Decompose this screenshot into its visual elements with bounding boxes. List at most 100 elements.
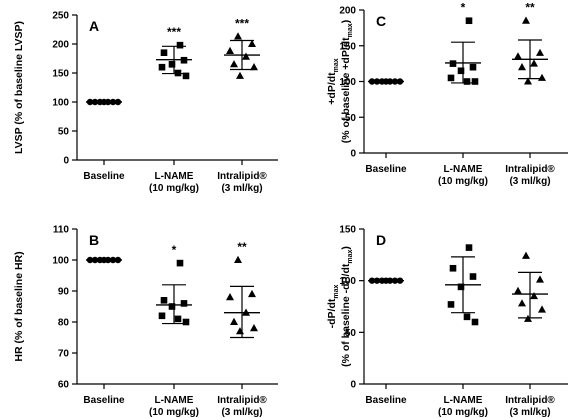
data-point-circle [391,78,399,85]
x-tick-label: (3 ml/kg) [509,176,550,187]
x-tick-label: Baseline [365,164,407,175]
data-point-square [180,300,188,307]
data-point-square [469,273,477,280]
x-tick-label: L-NAME [155,171,194,182]
data-point-square [449,60,457,67]
panel-letter: C [376,13,386,29]
y-axis-title-line: (% of baseline +dP/dtmax) [340,20,354,143]
data-point-circle [86,256,94,264]
panel-d: 0 50 100 150 Baseline L-NAME(10 mg/kg) Intrali… [326,225,568,418]
x-tick-label: Intralipid® [217,395,267,406]
x-tick-label: Baseline [83,171,125,182]
data-point-square [471,318,479,326]
data-point-triangle [234,255,242,263]
data-point-circle [114,98,122,106]
data-point-circle [373,277,381,284]
data-point-circle [386,277,394,284]
data-point-triangle [530,59,538,67]
y-tick-label: 50 [58,127,70,138]
data-point-triangle [536,275,544,283]
panel-letter: D [376,232,386,248]
data-point-square [176,41,184,49]
x-tick-label: (3 ml/kg) [221,407,262,418]
y-tick-label: 150 [52,69,69,80]
y-tick-label: 100 [339,276,356,287]
y-tick-label: 150 [339,225,356,236]
data-point-square [469,63,477,71]
panel-c: 0 50 100 150 200 Baseline L-NAME(10 mg/kg) Intr… [326,1,568,187]
y-axis-title-line: (% of baseline -dP/dtmax) [340,246,354,367]
data-point-triangle [538,73,546,81]
x-tick-label: Intralipid® [505,395,555,406]
x-tick-label: Intralipid® [217,171,267,182]
y-tick-label: 70 [58,349,70,360]
data-point-circle [109,98,117,106]
data-point-circle [91,98,99,106]
y-tick-label: 0 [350,380,356,391]
data-point-triangle [518,299,526,307]
data-point-triangle [250,63,258,71]
data-point-square [465,244,473,251]
y-axis-title: LVSP (% of baseline LVSP) [13,21,25,154]
data-point-square [168,61,176,68]
data-point-circle [109,256,117,264]
data-point-triangle [236,71,244,79]
x-tick-label: (10 mg/kg) [438,176,488,187]
x-tick-label: L-NAME [155,395,194,406]
data-point-square [176,259,184,267]
data-point-triangle [248,289,256,298]
data-point-square [158,312,166,320]
data-point-triangle [236,327,244,335]
x-tick-label: (10 mg/kg) [149,407,199,418]
y-axis-title: HR (% of baseline HR) [13,251,25,361]
data-point-square [174,315,182,323]
data-point-triangle [524,314,532,322]
data-point-square [463,313,471,321]
y-tick-label: 0 [63,156,69,167]
data-point-triangle [230,60,238,68]
data-point-circle [396,277,404,284]
x-tick-label: (3 ml/kg) [509,407,550,418]
data-point-circle [91,256,99,264]
significance-marker: *** [235,16,249,30]
data-point-triangle [536,48,544,56]
data-point-triangle [234,32,242,40]
y-tick-label: 250 [52,11,69,22]
data-point-circle [386,78,394,85]
data-point-square [160,297,168,304]
data-point-square [457,67,465,75]
x-tick-label: L-NAME [444,164,483,175]
y-tick-label: 50 [345,113,357,124]
x-tick-label: Baseline [365,395,407,406]
data-point-triangle [250,324,258,332]
y-axis-title-line: -dP/dtmax [326,285,340,329]
x-tick-label: (10 mg/kg) [149,183,199,194]
data-point-triangle [524,77,532,85]
data-point-triangle [518,63,526,71]
x-tick-label: (10 mg/kg) [438,407,488,418]
data-point-square [447,301,455,308]
data-point-triangle [530,291,538,300]
significance-marker: ** [237,240,247,254]
significance-marker: *** [167,25,181,39]
data-point-square [160,49,168,56]
data-point-square [447,74,455,82]
data-point-circle [86,98,94,106]
y-tick-label: 0 [350,149,356,160]
significance-marker: * [172,243,177,257]
x-tick-label: Intralipid® [505,164,555,175]
data-point-triangle [242,52,250,60]
x-tick-label: (3 ml/kg) [221,183,262,194]
y-tick-label: 100 [52,256,69,267]
data-point-triangle [522,251,530,259]
y-tick-label: 150 [339,41,356,52]
data-point-triangle [248,39,256,47]
y-tick-label: 200 [339,6,356,17]
panel-b: 60 70 80 90 100 110 Baseline L-NAME(10 mg/kg) In… [13,225,278,418]
data-point-circle [114,256,122,264]
data-point-circle [368,78,376,85]
data-point-circle [104,98,112,106]
data-point-circle [104,256,112,264]
data-point-triangle [226,293,234,301]
